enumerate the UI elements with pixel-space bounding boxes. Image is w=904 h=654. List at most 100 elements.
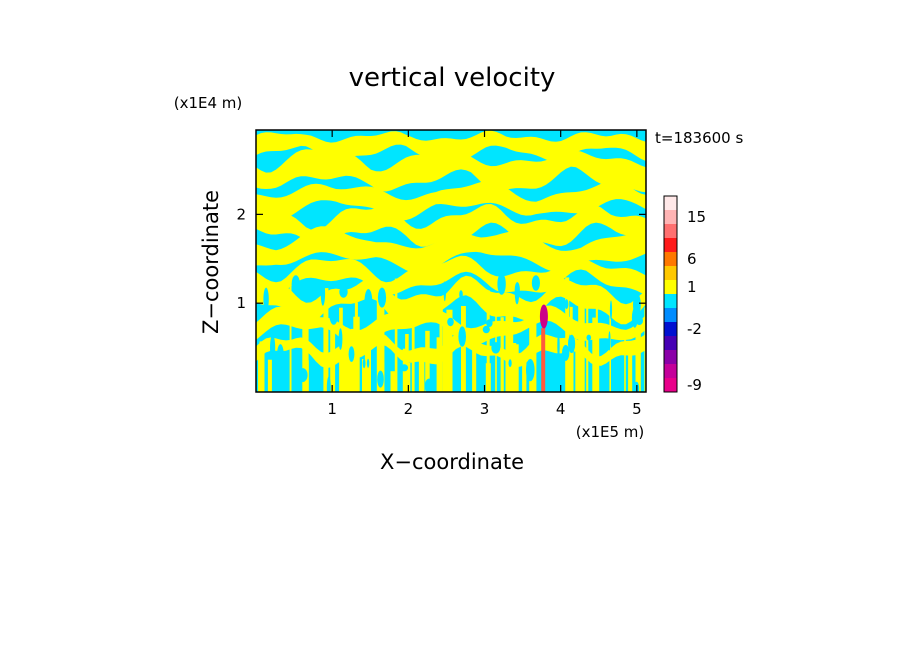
updraft-streak: [533, 305, 537, 392]
updraft-streak: [330, 317, 336, 392]
colorbar-swatch: [664, 280, 677, 294]
updraft-streak: [362, 359, 368, 392]
downdraft-gap: [609, 300, 613, 320]
downdraft-gap: [608, 331, 611, 351]
updraft-streak: [418, 351, 425, 392]
downdraft-gap: [326, 376, 331, 392]
downdraft-gap: [635, 316, 643, 326]
convective-core: [539, 304, 548, 392]
updraft-streak: [339, 307, 343, 392]
downdraft-gap: [297, 368, 308, 383]
updraft-streak: [302, 320, 309, 392]
downdraft-gap: [459, 290, 463, 299]
downdraft-gap: [424, 378, 434, 392]
downdraft-gap: [320, 280, 326, 306]
updraft-band: [256, 226, 646, 274]
downdraft-gap: [557, 332, 560, 359]
updraft-streak: [486, 290, 490, 392]
downdraft-gap: [486, 319, 493, 327]
updraft-streak: [472, 329, 477, 392]
updraft-streak: [446, 309, 453, 392]
downdraft-gap: [339, 286, 348, 298]
downdraft-gap: [531, 275, 541, 291]
colorbar-swatch: [664, 266, 677, 280]
downdraft-gap: [586, 334, 592, 341]
plot-area: [256, 130, 646, 392]
updraft-streak: [258, 347, 263, 392]
downdraft-gap: [447, 317, 454, 327]
updraft-band: [256, 130, 646, 162]
downdraft-gap: [377, 370, 384, 388]
updraft-band: [256, 275, 646, 326]
updraft-streak: [635, 327, 641, 392]
colorbar-swatch: [664, 210, 677, 224]
updraft-streak: [514, 344, 519, 392]
colorbar-label: 6: [687, 250, 697, 268]
x-axis-ticks: 1 2 3 4 5: [327, 130, 642, 418]
updraft-streak: [289, 283, 292, 392]
downdraft-gap: [568, 334, 576, 354]
colorbar-frame: [663, 195, 678, 393]
colorbar-swatch: [664, 238, 677, 252]
x-axis-label: X−coordinate: [380, 450, 524, 474]
colorbar-swatch: [664, 308, 677, 322]
updraft-streak: [628, 352, 633, 392]
colorbar: -9 -2 1 6 15: [663, 195, 706, 394]
downdraft-gap: [526, 358, 535, 382]
updraft-streak: [405, 334, 409, 392]
updraft-streak: [609, 314, 611, 392]
updraft-streak: [267, 359, 272, 392]
downdraft-gap: [338, 328, 343, 350]
colorbar-swatch: [664, 224, 677, 238]
updraft-streak: [347, 352, 353, 392]
time-label: t=183600 s: [655, 129, 743, 147]
updraft-band: [256, 180, 646, 221]
y-scale-label: (x1E4 m): [174, 94, 243, 112]
colorbar-swatch: [664, 322, 677, 336]
x-scale-label: (x1E5 m): [576, 423, 645, 441]
colorbar-swatch: [664, 252, 677, 266]
downdraft-gap: [443, 281, 446, 302]
updraft-streak: [390, 371, 395, 392]
downdraft-gap: [514, 282, 520, 298]
updraft-streak: [592, 317, 598, 392]
strong-downdraft-core: [539, 304, 548, 329]
downdraft-gap: [329, 305, 339, 325]
colorbar-label: -2: [687, 320, 702, 338]
x-tick-label: 3: [480, 400, 490, 418]
updraft-streak: [436, 337, 442, 392]
updraft-streak: [500, 317, 504, 392]
downdraft-gap: [364, 289, 373, 314]
y-tick-label: 1: [236, 294, 246, 312]
downdraft-gap: [362, 358, 366, 369]
downdraft-gap: [276, 344, 284, 369]
updraft-band: [256, 255, 646, 296]
updraft-band: [256, 204, 646, 248]
updraft-streak: [411, 305, 415, 392]
downdraft-gap: [291, 275, 300, 293]
y-tick-label: 2: [236, 205, 246, 223]
downdraft-gap: [377, 287, 387, 308]
updraft-streak: [624, 331, 626, 392]
colorbar-swatch: [664, 350, 677, 364]
updraft-streak: [565, 277, 570, 392]
colorbar-label: -9: [687, 376, 702, 394]
narrow-updraft-column: [541, 328, 546, 392]
y-axis-label: Z−coordinate: [199, 190, 223, 334]
downdraft-gap: [497, 273, 506, 295]
downdraft-gap: [482, 325, 490, 334]
updraft-streak: [442, 359, 449, 392]
downdraft-gap: [519, 342, 523, 352]
y-axis-ticks: 12: [236, 205, 646, 312]
colorbar-swatch: [664, 378, 677, 392]
updraft-streak: [354, 302, 358, 392]
updraft-streak: [568, 341, 572, 392]
downdraft-gap: [508, 359, 512, 367]
x-tick-label: 1: [327, 400, 337, 418]
downdraft-gap: [562, 344, 570, 361]
colorbar-swatch: [664, 364, 677, 378]
updraft-streak: [511, 343, 517, 392]
updraft-streak: [443, 320, 449, 392]
downdraft-gap: [400, 364, 409, 372]
